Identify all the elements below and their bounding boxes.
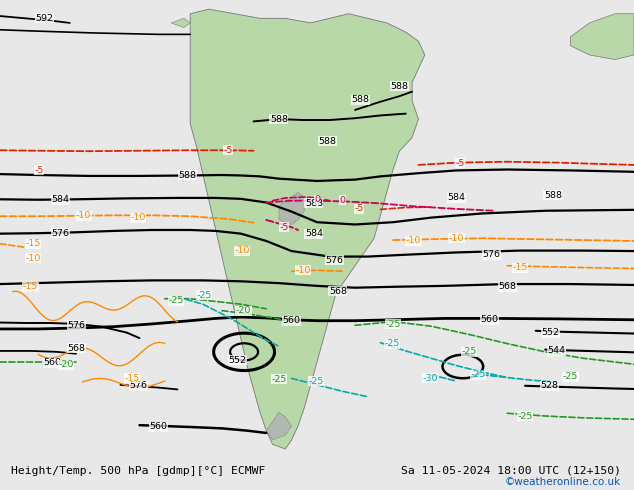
Text: 560: 560 (481, 315, 498, 324)
Text: 544: 544 (548, 346, 566, 355)
Text: 552: 552 (541, 328, 559, 337)
Text: 588: 588 (318, 137, 336, 146)
Text: -15: -15 (25, 239, 41, 248)
Text: ©weatheronline.co.uk: ©weatheronline.co.uk (505, 477, 621, 488)
Text: -10: -10 (25, 254, 41, 263)
Text: 588: 588 (305, 199, 323, 208)
Text: 584: 584 (51, 195, 69, 204)
Text: Sa 11-05-2024 18:00 UTC (12+150): Sa 11-05-2024 18:00 UTC (12+150) (401, 466, 621, 476)
Text: 588: 588 (391, 82, 408, 91)
Text: 568: 568 (498, 282, 516, 291)
Text: 584: 584 (448, 194, 465, 202)
Text: -15: -15 (23, 282, 38, 291)
Text: -10: -10 (76, 211, 91, 220)
Text: -20: -20 (58, 360, 74, 369)
Text: -25: -25 (169, 296, 184, 305)
Text: -25: -25 (308, 377, 323, 386)
Text: 576: 576 (51, 229, 69, 238)
Text: 568: 568 (67, 343, 85, 353)
Text: -5: -5 (354, 204, 363, 214)
Text: 560: 560 (150, 422, 167, 432)
Text: -10: -10 (235, 246, 250, 255)
Text: 576: 576 (67, 321, 85, 330)
Polygon shape (279, 193, 304, 224)
Text: -10: -10 (295, 266, 311, 275)
Text: 528: 528 (540, 381, 558, 390)
Text: 560: 560 (283, 316, 301, 325)
Text: -5: -5 (35, 166, 44, 175)
Polygon shape (571, 14, 634, 60)
Polygon shape (190, 9, 425, 449)
Text: 588: 588 (270, 115, 288, 123)
Polygon shape (171, 18, 190, 27)
Text: 588: 588 (351, 96, 369, 104)
Text: -25: -25 (517, 412, 533, 420)
Text: -25: -25 (271, 375, 287, 384)
Text: 576: 576 (482, 250, 500, 259)
Text: 576: 576 (326, 256, 344, 265)
Text: 0: 0 (314, 195, 320, 204)
Text: -10: -10 (131, 213, 146, 222)
Text: -5: -5 (456, 159, 465, 168)
Text: -5: -5 (280, 223, 288, 232)
Text: -25: -25 (563, 372, 578, 381)
Polygon shape (266, 413, 292, 440)
Text: 568: 568 (329, 287, 347, 296)
Text: -15: -15 (124, 374, 139, 383)
Text: 584: 584 (305, 229, 323, 238)
Text: -10: -10 (449, 234, 464, 243)
Text: Height/Temp. 500 hPa [gdmp][°C] ECMWF: Height/Temp. 500 hPa [gdmp][°C] ECMWF (11, 466, 266, 476)
Text: 576: 576 (129, 381, 147, 390)
Text: 0: 0 (339, 196, 346, 205)
Text: 560: 560 (43, 358, 61, 368)
Text: -25: -25 (462, 347, 477, 356)
Text: -25: -25 (384, 339, 399, 348)
Text: 592: 592 (36, 14, 53, 23)
Text: 552: 552 (229, 356, 247, 365)
Text: -30: -30 (422, 374, 437, 383)
Text: -15: -15 (512, 263, 527, 272)
Text: -25: -25 (197, 291, 212, 299)
Text: -25: -25 (385, 320, 401, 329)
Text: 588: 588 (178, 171, 196, 179)
Text: 588: 588 (544, 191, 562, 199)
Text: -25: -25 (470, 370, 486, 379)
Text: -10: -10 (406, 237, 421, 245)
Text: -5: -5 (224, 146, 233, 155)
Text: -20: -20 (236, 306, 251, 315)
